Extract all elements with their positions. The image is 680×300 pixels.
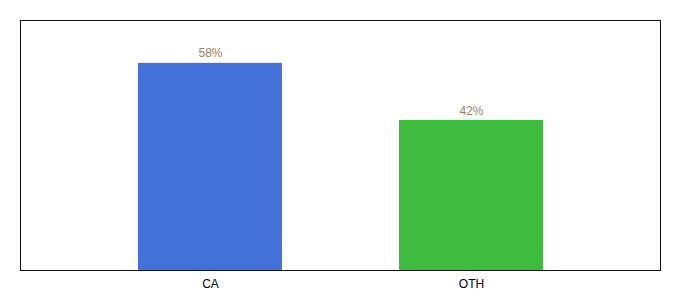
svg-text:OTH: OTH <box>459 277 484 291</box>
svg-text:58%: 58% <box>198 46 222 60</box>
svg-text:CA: CA <box>202 277 219 291</box>
svg-text:42%: 42% <box>459 104 483 118</box>
